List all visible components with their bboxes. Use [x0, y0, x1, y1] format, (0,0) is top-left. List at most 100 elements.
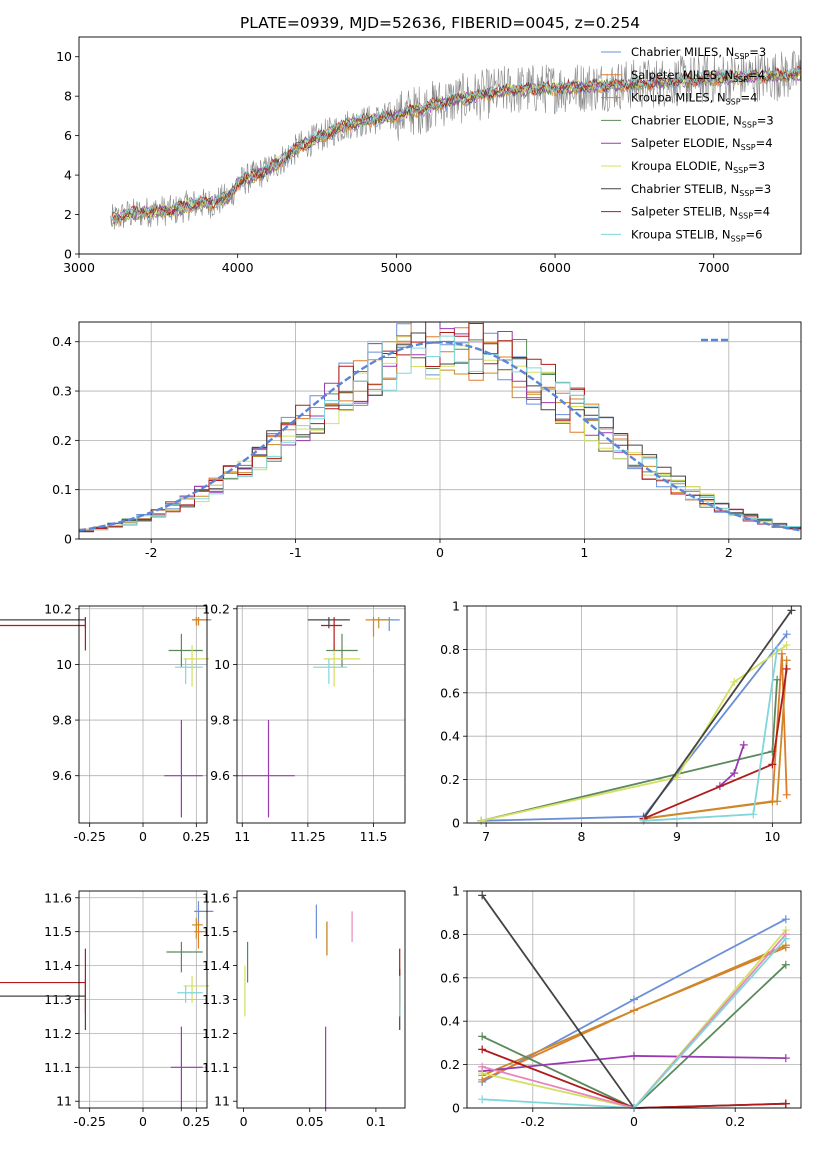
y-tick-label: 11.4 — [44, 958, 72, 973]
data-point — [194, 901, 214, 925]
y-tick-label: 10 — [56, 657, 72, 672]
y-tick-label: 0.2 — [52, 433, 72, 448]
legend-entry: Chabrier MILES, NSSP=3 — [631, 45, 766, 61]
data-point — [175, 658, 203, 684]
data-point — [373, 617, 390, 629]
data-point — [0, 617, 87, 651]
legend-sub: SSP — [733, 75, 748, 84]
legend-label: Kroupa STELIB, N — [631, 227, 731, 241]
data-point — [307, 617, 350, 629]
data-point — [326, 633, 358, 668]
series-marker — [672, 773, 681, 782]
axes-frame — [236, 605, 406, 824]
data-point — [164, 720, 203, 818]
y-tick-label: 0.8 — [440, 927, 460, 942]
series-marker — [781, 915, 790, 924]
y-tick-label: 1 — [452, 599, 460, 614]
axes-frame — [466, 605, 802, 824]
y-tick-label: 9.6 — [210, 768, 230, 783]
y-tick-label: 0.1 — [52, 482, 72, 497]
legend-sub: SSP — [734, 52, 749, 61]
series-marker — [478, 891, 487, 900]
series-line — [481, 644, 788, 822]
y-tick-label: 10 — [56, 49, 72, 64]
y-tick-label: 11.6 — [44, 890, 72, 905]
legend-sub: SSP — [739, 189, 754, 198]
y-tick-label: 11.1 — [44, 1060, 72, 1075]
y-tick-label: 4 — [64, 168, 72, 183]
data-point — [168, 633, 203, 668]
residual-histogram — [79, 336, 801, 531]
legend-entry: Kroupa STELIB, NSSP=6 — [631, 227, 762, 243]
y-tick-label: 2 — [64, 207, 72, 222]
legend-suffix: =4 — [753, 205, 770, 219]
x-tick-label: -1 — [289, 545, 301, 560]
legend-entry: Salpeter MILES, NSSP=4 — [631, 68, 765, 84]
legend-entry: Salpeter STELIB, NSSP=4 — [631, 205, 770, 221]
legend-label: Chabrier ELODIE, N — [631, 113, 742, 127]
legend-label: Kroupa MILES, N — [631, 91, 726, 105]
data-point — [0, 617, 87, 629]
x-tick-label: 0.25 — [182, 1114, 210, 1129]
series-marker — [639, 816, 648, 825]
plot-area — [477, 606, 796, 825]
x-tick-label: 4000 — [222, 260, 254, 275]
x-tick-label: 0.2 — [725, 1114, 745, 1129]
panel-age_vs_Z: -0.25 0 0.25 9.6 9.8 10 10.2 — [0, 601, 212, 844]
axes-frame — [78, 36, 802, 255]
panel-weight_vs_age: 7 8 9 10 0 0.2 0.4 0.6 0.8 1 — [440, 599, 802, 844]
y-tick-label: 0.8 — [440, 642, 460, 657]
legend-label: Kroupa ELODIE, N — [631, 159, 733, 173]
y-tick-label: 9.8 — [210, 713, 230, 728]
x-tick-label: 11.25 — [290, 829, 326, 844]
legend-suffix: =4 — [756, 136, 773, 150]
model-spectrum-line — [112, 67, 801, 220]
x-tick-label: 0 — [240, 1114, 248, 1129]
y-tick-label: 1 — [452, 884, 460, 899]
y-tick-label: 11.3 — [44, 992, 72, 1007]
legend-sub: SSP — [726, 98, 741, 107]
legend-suffix: =3 — [748, 159, 765, 173]
legend-sub: SSP — [738, 212, 753, 221]
legend-entry: Chabrier ELODIE, NSSP=3 — [631, 113, 774, 129]
y-tick-label: 0.4 — [440, 1014, 460, 1029]
normal-reference-curve — [78, 340, 802, 532]
x-tick-label: 7000 — [698, 260, 730, 275]
legend-suffix: =4 — [748, 68, 765, 82]
x-tick-label: 9 — [673, 829, 681, 844]
legend-sub: SSP — [742, 120, 757, 129]
series-marker — [781, 1054, 790, 1063]
legend-sub: SSP — [741, 143, 756, 152]
series-line — [643, 668, 788, 820]
y-tick-label: 0.4 — [440, 729, 460, 744]
y-tick-label: 11.3 — [202, 992, 230, 1007]
plot-area — [244, 904, 401, 1112]
panel-residuals: -2 -1 0 1 2 0 0.1 0.2 0.3 0.4 — [52, 321, 802, 560]
x-tick-label: 2 — [725, 545, 733, 560]
panel-age_vs_mass: 11 11.25 11.5 9.6 9.8 10 10.2 — [202, 601, 406, 844]
spectrum-legend: Chabrier MILES, NSSP=3 Salpeter MILES, NS… — [601, 45, 774, 243]
legend-entry: Chabrier STELIB, NSSP=3 — [631, 182, 771, 198]
y-tick-label: 10 — [214, 657, 230, 672]
y-tick-label: 9.6 — [52, 768, 72, 783]
y-tick-label: 0 — [452, 1101, 460, 1116]
series-marker — [781, 1099, 790, 1108]
series-line — [481, 633, 788, 822]
axes-frame — [78, 605, 208, 824]
x-tick-label: 0.1 — [366, 1114, 386, 1129]
data-point — [321, 617, 342, 651]
series-marker — [787, 606, 796, 615]
series-marker — [749, 810, 758, 819]
data-point — [192, 617, 203, 626]
x-tick-label: 5000 — [380, 260, 412, 275]
data-point — [381, 617, 400, 632]
series-marker — [630, 1051, 638, 1060]
series-line — [642, 609, 793, 820]
plot-area — [110, 50, 802, 230]
series-marker — [478, 1062, 487, 1071]
series-marker — [782, 641, 791, 650]
series-marker — [773, 797, 782, 806]
panel-weight_vs_Z: -0.2 0 0.2 0 0.2 0.4 0.6 0.8 1 — [440, 884, 802, 1129]
y-tick-label: 0.6 — [440, 685, 460, 700]
